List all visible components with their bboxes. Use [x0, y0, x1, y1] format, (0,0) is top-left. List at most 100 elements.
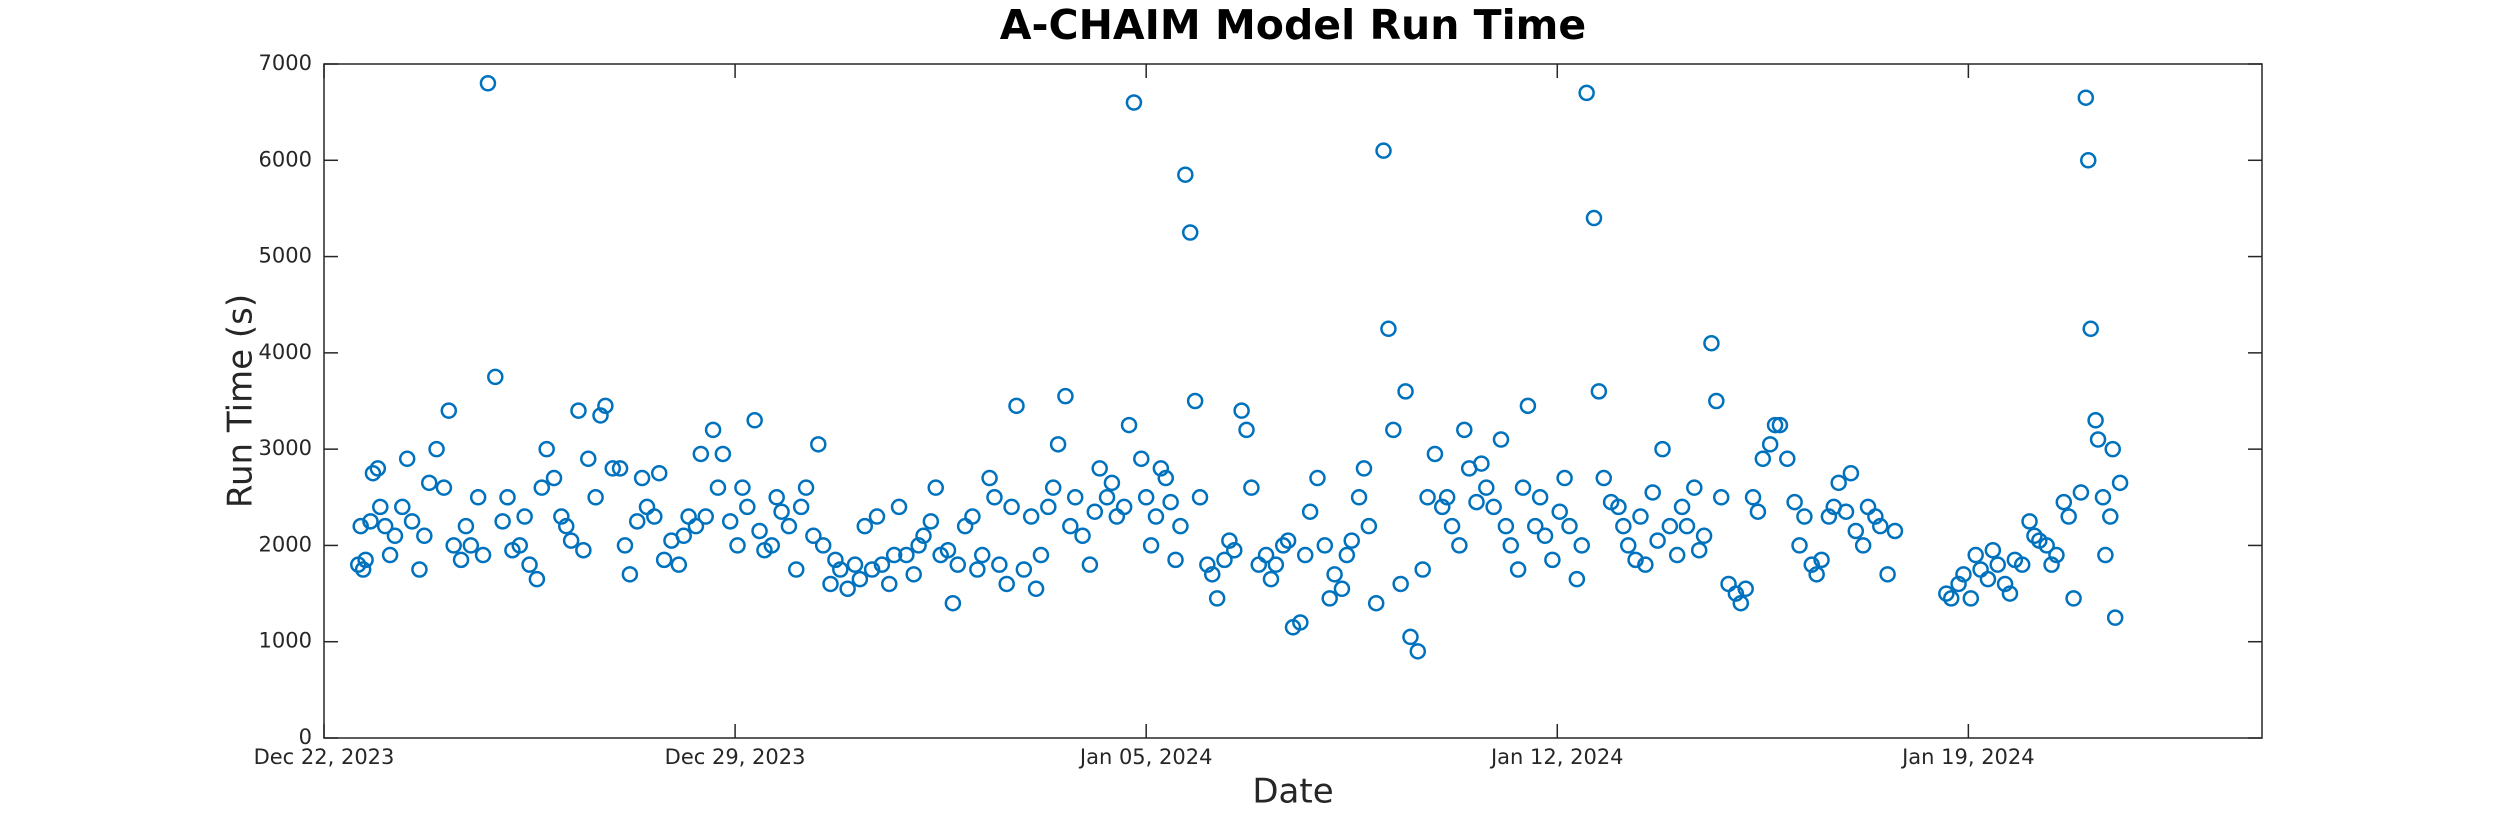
data-point	[1695, 527, 1713, 545]
data-point	[704, 421, 722, 439]
data-point	[1233, 402, 1250, 419]
data-point	[1426, 445, 1444, 463]
data-point	[528, 570, 546, 588]
data-point	[372, 498, 389, 516]
data-point	[939, 541, 957, 559]
data-point	[697, 508, 714, 525]
y-tick-label: 4000	[259, 340, 312, 364]
data-point	[611, 460, 629, 477]
data-point	[1098, 489, 1116, 506]
data-point	[1022, 508, 1040, 525]
data-point	[1473, 455, 1490, 472]
data-point	[1216, 551, 1233, 569]
data-point	[868, 508, 886, 525]
data-point	[1979, 570, 1997, 588]
data-point	[1147, 508, 1165, 525]
data-point	[687, 517, 705, 535]
data-point	[2104, 440, 2121, 458]
data-point	[1967, 546, 1984, 564]
data-point	[1343, 532, 1360, 549]
data-point	[386, 527, 404, 545]
y-tick-label: 6000	[259, 147, 312, 171]
data-point	[1867, 508, 1884, 525]
data-point	[2026, 527, 2043, 545]
data-point	[558, 517, 575, 535]
data-point	[1950, 575, 1967, 593]
data-point	[1172, 517, 1189, 535]
data-point	[890, 498, 908, 516]
data-point	[1654, 440, 1671, 458]
y-tick-label: 0	[299, 725, 312, 749]
data-point	[1544, 551, 1561, 569]
data-point	[949, 556, 967, 573]
data-point	[1074, 527, 1091, 545]
data-point	[1133, 450, 1150, 468]
data-point	[763, 537, 781, 554]
data-point	[521, 556, 538, 573]
data-point	[910, 537, 927, 554]
data-point	[692, 445, 710, 463]
data-point	[810, 436, 827, 453]
data-point	[1820, 508, 1838, 525]
data-point	[1125, 94, 1143, 111]
data-point	[398, 450, 416, 468]
data-point	[2080, 152, 2097, 169]
data-point	[1578, 84, 1595, 102]
data-point	[964, 508, 981, 525]
data-point	[1686, 479, 1703, 496]
data-point	[1813, 551, 1830, 569]
data-point	[805, 527, 822, 545]
data-point	[376, 517, 394, 535]
data-point	[1727, 585, 1745, 602]
data-point	[1796, 508, 1813, 525]
data-point	[352, 517, 369, 535]
data-point	[1103, 474, 1121, 492]
data-point	[445, 537, 462, 554]
data-point	[1380, 320, 1397, 338]
y-tick-label: 7000	[259, 51, 312, 75]
data-point	[394, 498, 411, 516]
data-point	[1989, 556, 2006, 573]
data-point	[1568, 570, 1586, 588]
data-point	[570, 402, 587, 419]
data-point	[1120, 416, 1138, 434]
data-point	[592, 407, 609, 424]
data-point	[1497, 517, 1515, 535]
chart-title: A-CHAIM Model Run Time	[1000, 1, 1586, 49]
data-point	[1274, 537, 1292, 554]
data-point	[1561, 517, 1578, 535]
data-point	[1321, 590, 1338, 607]
data-point	[621, 566, 639, 583]
data-point	[1003, 498, 1020, 516]
data-point	[428, 440, 445, 458]
data-point	[381, 546, 399, 564]
data-point	[1434, 498, 1451, 516]
data-point	[1837, 503, 1855, 520]
data-point	[1015, 561, 1033, 578]
data-point	[721, 513, 739, 530]
data-point	[1556, 469, 1573, 487]
data-point	[479, 75, 497, 92]
data-point	[2102, 508, 2119, 525]
data-point	[1451, 537, 1468, 554]
data-point	[1296, 546, 1314, 564]
data-point	[1712, 489, 1730, 506]
data-point	[1057, 387, 1074, 405]
x-tick-label: Jan 05, 2024	[1078, 745, 1213, 769]
data-point	[675, 527, 692, 545]
data-point	[2111, 474, 2129, 492]
data-point	[357, 551, 374, 569]
data-point	[827, 551, 844, 569]
data-point	[1152, 460, 1170, 477]
data-point	[1062, 517, 1079, 535]
data-point	[973, 546, 991, 564]
data-point	[1199, 556, 1216, 573]
data-point	[2106, 609, 2124, 626]
data-point	[1803, 556, 1821, 573]
data-point	[1397, 383, 1414, 400]
data-point	[354, 561, 372, 578]
data-point	[1996, 575, 2014, 593]
data-point	[1854, 537, 1872, 554]
x-tick-label: Jan 12, 2024	[1489, 745, 1624, 769]
